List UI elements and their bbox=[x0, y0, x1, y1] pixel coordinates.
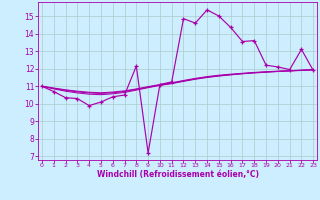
X-axis label: Windchill (Refroidissement éolien,°C): Windchill (Refroidissement éolien,°C) bbox=[97, 170, 259, 179]
